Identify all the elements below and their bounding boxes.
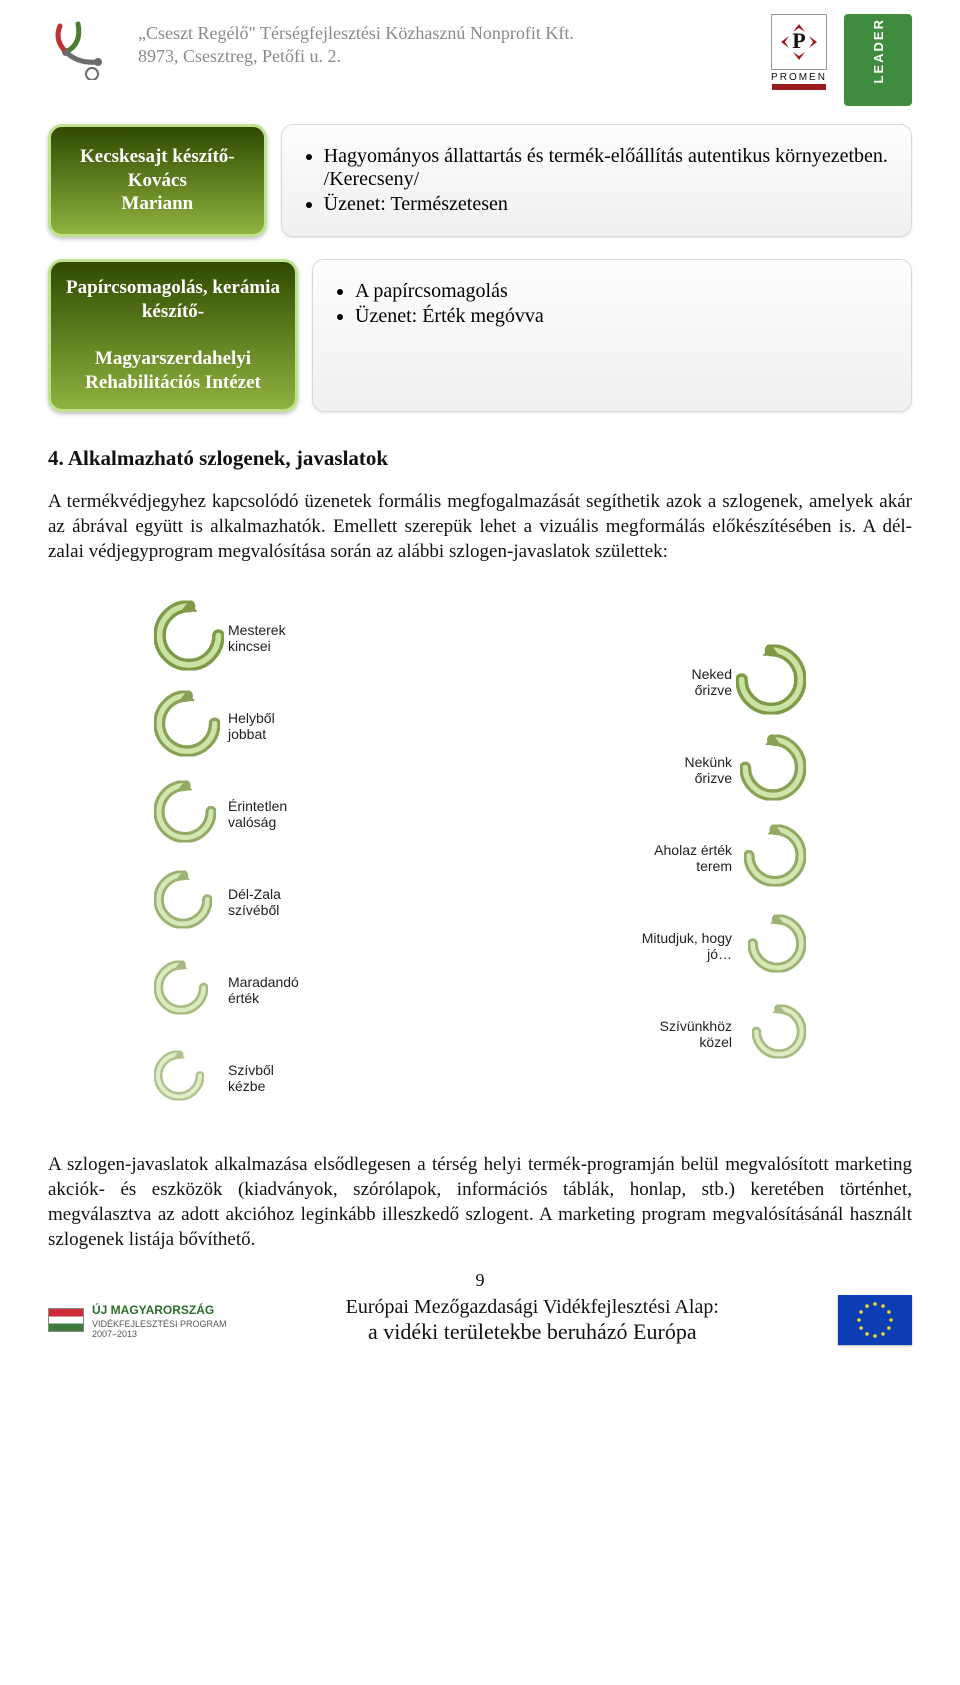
swirl-icon <box>744 824 806 891</box>
org-line1: „Cseszt Regélő" Térségfejlesztési Közhas… <box>138 23 574 43</box>
hungary-flag-icon <box>48 1308 84 1332</box>
page-footer: ÚJ MAGYARORSZÁG VIDÉKFEJLESZTÉSI PROGRAM… <box>48 1295 912 1345</box>
slogan-item: Maradandóérték <box>150 946 410 1034</box>
promen-label: PROMEN <box>771 72 827 83</box>
page-number: 9 <box>48 1270 912 1291</box>
swirl-icon <box>154 960 208 1019</box>
swirl-icon <box>752 1004 806 1063</box>
slogan-text: Nekedőrizve <box>692 666 732 698</box>
section-para-2: A szlogen-javaslatok alkalmazása elsődle… <box>48 1152 912 1252</box>
producer-bullet: Üzenet: Érték megóvva <box>355 305 889 328</box>
um-title: ÚJ MAGYARORSZÁG <box>92 1303 214 1317</box>
slogan-text: Maradandóérték <box>228 974 299 1006</box>
swirl-icon <box>154 870 212 933</box>
slogan-item: Mesterekkincsei <box>150 594 410 682</box>
slogan-col-right: Nekedőrizve Nekünkőrizve Aholaz értékter… <box>550 594 810 1122</box>
section-para-1: A termékvédjegyhez kapcsolódó üzenetek f… <box>48 489 912 564</box>
slogan-diagram: Mesterekkincsei Helybőljobbat Érintetlen… <box>48 594 912 1122</box>
slogan-item: Érintetlenvalóság <box>150 770 410 858</box>
slogan-item: Dél-Zalaszívéből <box>150 858 410 946</box>
producer-label: Kecskesajt készítő- KovácsMariann <box>48 124 267 237</box>
um-programme-logo: ÚJ MAGYARORSZÁG VIDÉKFEJLESZTÉSI PROGRAM… <box>48 1301 227 1339</box>
footer-line-1: Európai Mezőgazdasági Vidékfejlesztési A… <box>245 1295 820 1319</box>
slogan-item: Nekünkőrizve <box>550 726 810 814</box>
partner-logos: P PROMEN LEADER <box>770 14 912 106</box>
producer-bullet: A papírcsomagolás <box>355 280 889 303</box>
slogan-text: Mesterekkincsei <box>228 622 286 654</box>
slogan-item: Nekedőrizve <box>550 638 810 726</box>
swirl-icon <box>154 1050 204 1105</box>
um-sub: VIDÉKFEJLESZTÉSI PROGRAM <box>92 1319 227 1329</box>
producer-desc: A papírcsomagolásÜzenet: Érték megóvva <box>312 259 912 412</box>
slogan-item: Szívünkhözközel <box>550 990 810 1078</box>
slogan-item: Mitudjuk, hogyjó… <box>550 902 810 990</box>
swirl-icon <box>154 690 220 761</box>
producer-bullet: Hagyományos állattartás és termék-előáll… <box>324 145 889 191</box>
producer-row: Papírcsomagolás, kerámia készítő-Magyars… <box>48 259 912 412</box>
page-header: „Cseszt Regélő" Térségfejlesztési Közhas… <box>48 14 912 106</box>
svg-text:P: P <box>792 28 805 53</box>
producer-bullet: Üzenet: Természetesen <box>324 193 889 216</box>
swirl-icon <box>740 734 806 805</box>
org-logo-icon <box>48 14 120 80</box>
slogan-item: Aholaz értékterem <box>550 814 810 902</box>
org-name: „Cseszt Regélő" Térségfejlesztési Közhas… <box>138 14 752 67</box>
slogan-text: Dél-Zalaszívéből <box>228 886 281 918</box>
section-title: 4. Alkalmazható szlogenek, javaslatok <box>48 446 912 471</box>
leader-logo: LEADER <box>844 14 912 106</box>
slogan-text: Helybőljobbat <box>228 710 275 742</box>
slogan-item: Szívbőlkézbe <box>150 1034 410 1122</box>
slogan-text: Szívbőlkézbe <box>228 1062 274 1094</box>
eu-flag-icon <box>838 1295 912 1345</box>
slogan-text: Nekünkőrizve <box>685 754 732 786</box>
producer-row: Kecskesajt készítő- KovácsMariann Hagyomá… <box>48 124 912 237</box>
slogan-text: Érintetlenvalóság <box>228 798 287 830</box>
producer-label: Papírcsomagolás, kerámia készítő-Magyars… <box>48 259 298 412</box>
slogan-item: Helybőljobbat <box>150 682 410 770</box>
swirl-icon <box>154 600 224 675</box>
leader-label: LEADER <box>871 18 886 83</box>
promen-logo: P PROMEN <box>770 14 828 92</box>
swirl-icon <box>154 780 216 847</box>
org-line2: 8973, Csesztreg, Petőfi u. 2. <box>138 46 341 66</box>
slogan-text: Aholaz értékterem <box>654 842 732 874</box>
um-years: 2007–2013 <box>92 1329 227 1339</box>
swirl-icon <box>748 914 806 977</box>
slogan-text: Szívünkhözközel <box>660 1018 732 1050</box>
slogan-col-left: Mesterekkincsei Helybőljobbat Érintetlen… <box>150 594 410 1122</box>
footer-line-2: a vidéki területekbe beruházó Európa <box>245 1319 820 1345</box>
slogan-text: Mitudjuk, hogyjó… <box>642 930 732 962</box>
swirl-icon <box>736 644 806 719</box>
producer-desc: Hagyományos állattartás és termék-előáll… <box>281 124 912 237</box>
producer-rows: Kecskesajt készítő- KovácsMariann Hagyomá… <box>48 124 912 412</box>
